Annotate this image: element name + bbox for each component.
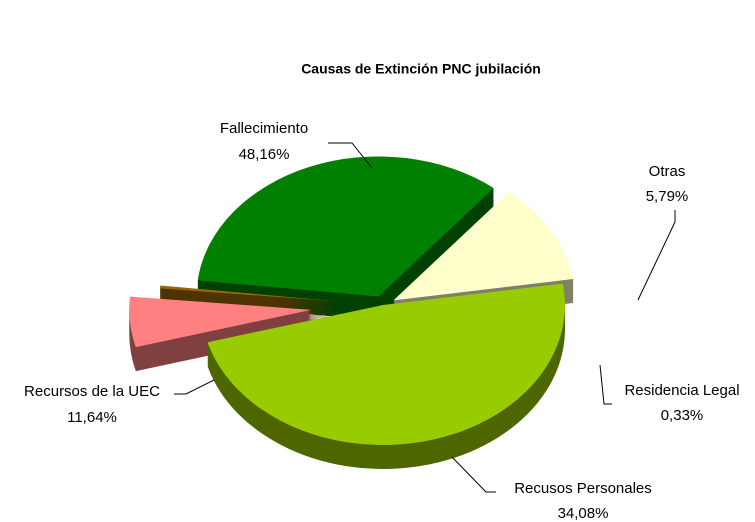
value-label: 0,33% bbox=[661, 407, 704, 424]
slice-label: Otras bbox=[649, 163, 686, 180]
leader-line bbox=[174, 379, 215, 395]
slice-label: Residencia Legal bbox=[624, 382, 739, 399]
value-label: 48,16% bbox=[239, 146, 290, 163]
leader-line bbox=[599, 364, 612, 405]
slice bbox=[207, 283, 565, 445]
slice-label: Recusos Personales bbox=[514, 480, 652, 497]
slice bbox=[129, 296, 312, 348]
value-label: 34,08% bbox=[558, 505, 609, 522]
slice-label: Fallecimiento bbox=[220, 120, 308, 137]
slice-label: Recursos de la UEC bbox=[24, 383, 160, 400]
leader-line bbox=[451, 456, 496, 493]
value-label: 11,64% bbox=[67, 409, 117, 426]
pie bbox=[129, 156, 574, 469]
value-label: 5,79% bbox=[646, 188, 689, 205]
leader-line bbox=[637, 210, 676, 301]
slice bbox=[160, 285, 342, 302]
leader-line bbox=[328, 142, 373, 169]
chart-title: Causas de Extinción PNC jubilación bbox=[301, 61, 541, 77]
slice bbox=[197, 156, 494, 297]
slice bbox=[393, 192, 574, 301]
